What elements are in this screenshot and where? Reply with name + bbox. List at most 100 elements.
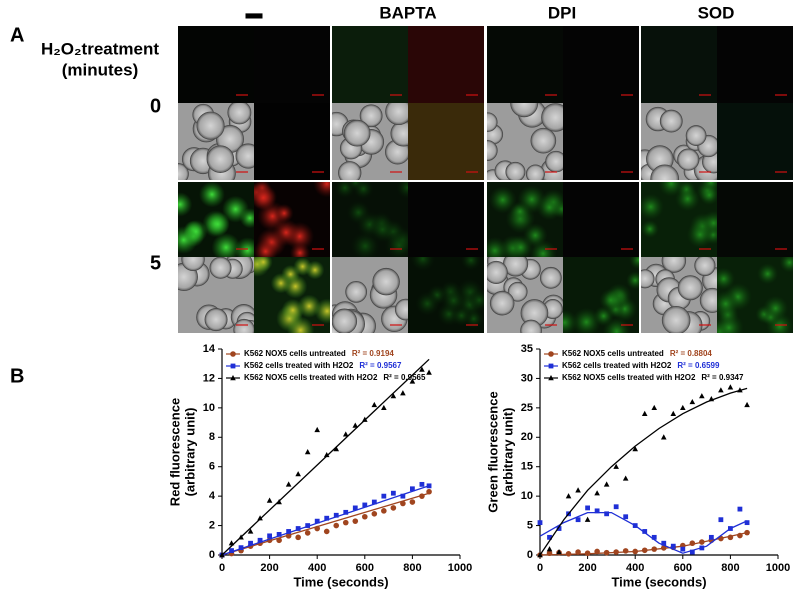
point	[352, 518, 359, 524]
legend-entry: K562 NOX5 cells untreated	[562, 349, 664, 358]
fit-line	[539, 387, 748, 556]
point	[613, 463, 619, 469]
point	[594, 508, 600, 514]
point	[632, 446, 638, 452]
point	[295, 471, 301, 477]
cell	[206, 145, 235, 173]
point	[381, 493, 387, 499]
point	[362, 502, 368, 508]
point	[699, 539, 705, 545]
point	[603, 481, 610, 487]
point	[426, 483, 432, 489]
micrograph	[717, 26, 793, 103]
point	[247, 528, 254, 534]
cell	[525, 164, 545, 180]
point	[381, 404, 387, 411]
point	[651, 404, 658, 411]
micrograph	[178, 257, 254, 333]
legend-r2: R² = 0.9347	[701, 373, 744, 382]
point	[575, 517, 581, 523]
micrograph-content	[408, 26, 484, 103]
cell	[661, 257, 687, 273]
column-header: ▬	[246, 3, 263, 22]
point	[623, 514, 629, 520]
micrograph	[408, 103, 484, 180]
x-axis-label: Time (seconds)	[611, 574, 706, 589]
point	[400, 390, 406, 396]
x-tick-label: 0	[219, 562, 225, 574]
legend-r2: R² = 0.8804	[670, 349, 713, 358]
y-tick-label: 8	[209, 431, 215, 443]
cell-signal	[205, 212, 230, 237]
point	[537, 520, 543, 526]
micrograph	[717, 103, 793, 180]
fit-line	[221, 358, 430, 556]
point	[699, 545, 705, 551]
point	[230, 375, 236, 381]
micrograph	[178, 182, 254, 257]
x-tick-label: 200	[578, 562, 596, 574]
column-header: SOD	[698, 3, 735, 22]
cell-signal	[254, 239, 278, 257]
micrograph-bg	[487, 26, 563, 103]
legend-r2: R² = 0.6599	[677, 361, 720, 370]
cell-signal	[286, 316, 315, 333]
cell	[227, 103, 252, 125]
point	[285, 481, 292, 487]
micrograph-bg	[717, 103, 793, 180]
cell	[196, 111, 225, 140]
point	[651, 546, 658, 552]
y-axis-label: Red fluorescence	[167, 398, 182, 506]
x-tick-label: 600	[674, 562, 692, 574]
micrograph	[641, 103, 717, 180]
point	[660, 434, 667, 440]
micrograph-content	[487, 103, 563, 180]
point	[257, 537, 263, 543]
cell-signal	[757, 263, 779, 285]
point	[689, 398, 696, 405]
point	[604, 511, 610, 517]
cell-signal	[440, 287, 467, 314]
legend-entry: K562 NOX5 cells untreated	[244, 349, 346, 358]
point	[613, 504, 619, 510]
point	[680, 404, 686, 411]
cell-signal	[599, 288, 623, 312]
y-tick-label: 12	[203, 372, 215, 384]
point	[622, 475, 629, 481]
treatment-label: (minutes)	[62, 60, 139, 79]
point	[400, 500, 406, 507]
cell-signal	[468, 289, 484, 312]
point	[229, 548, 234, 553]
legend-r2: R² = 0.9567	[359, 361, 402, 370]
point	[537, 552, 543, 558]
point	[362, 513, 368, 520]
point	[426, 369, 432, 375]
micrograph-content	[717, 257, 793, 333]
point	[632, 548, 638, 555]
point	[547, 534, 552, 540]
cell	[338, 161, 362, 180]
micrograph-content	[178, 26, 254, 103]
cell-signal	[274, 203, 294, 223]
point	[419, 366, 425, 372]
point	[718, 387, 724, 393]
micrograph-content	[332, 103, 408, 180]
micrograph-bg	[641, 26, 717, 103]
cell	[372, 267, 400, 296]
micrograph	[254, 26, 330, 103]
cell-signal	[270, 272, 292, 294]
micrograph-grid	[178, 26, 793, 333]
point	[314, 518, 320, 524]
cell	[530, 127, 557, 154]
cell	[510, 103, 539, 118]
point	[295, 526, 301, 531]
cell	[487, 260, 508, 285]
y-tick-label: 15	[521, 461, 533, 473]
point	[689, 549, 695, 555]
cell	[345, 281, 368, 303]
point	[689, 540, 696, 547]
point	[257, 515, 263, 521]
point	[744, 520, 750, 526]
legend-entry: K562 NOX5 cells treated with H2O2	[562, 373, 696, 382]
cell	[539, 266, 562, 289]
